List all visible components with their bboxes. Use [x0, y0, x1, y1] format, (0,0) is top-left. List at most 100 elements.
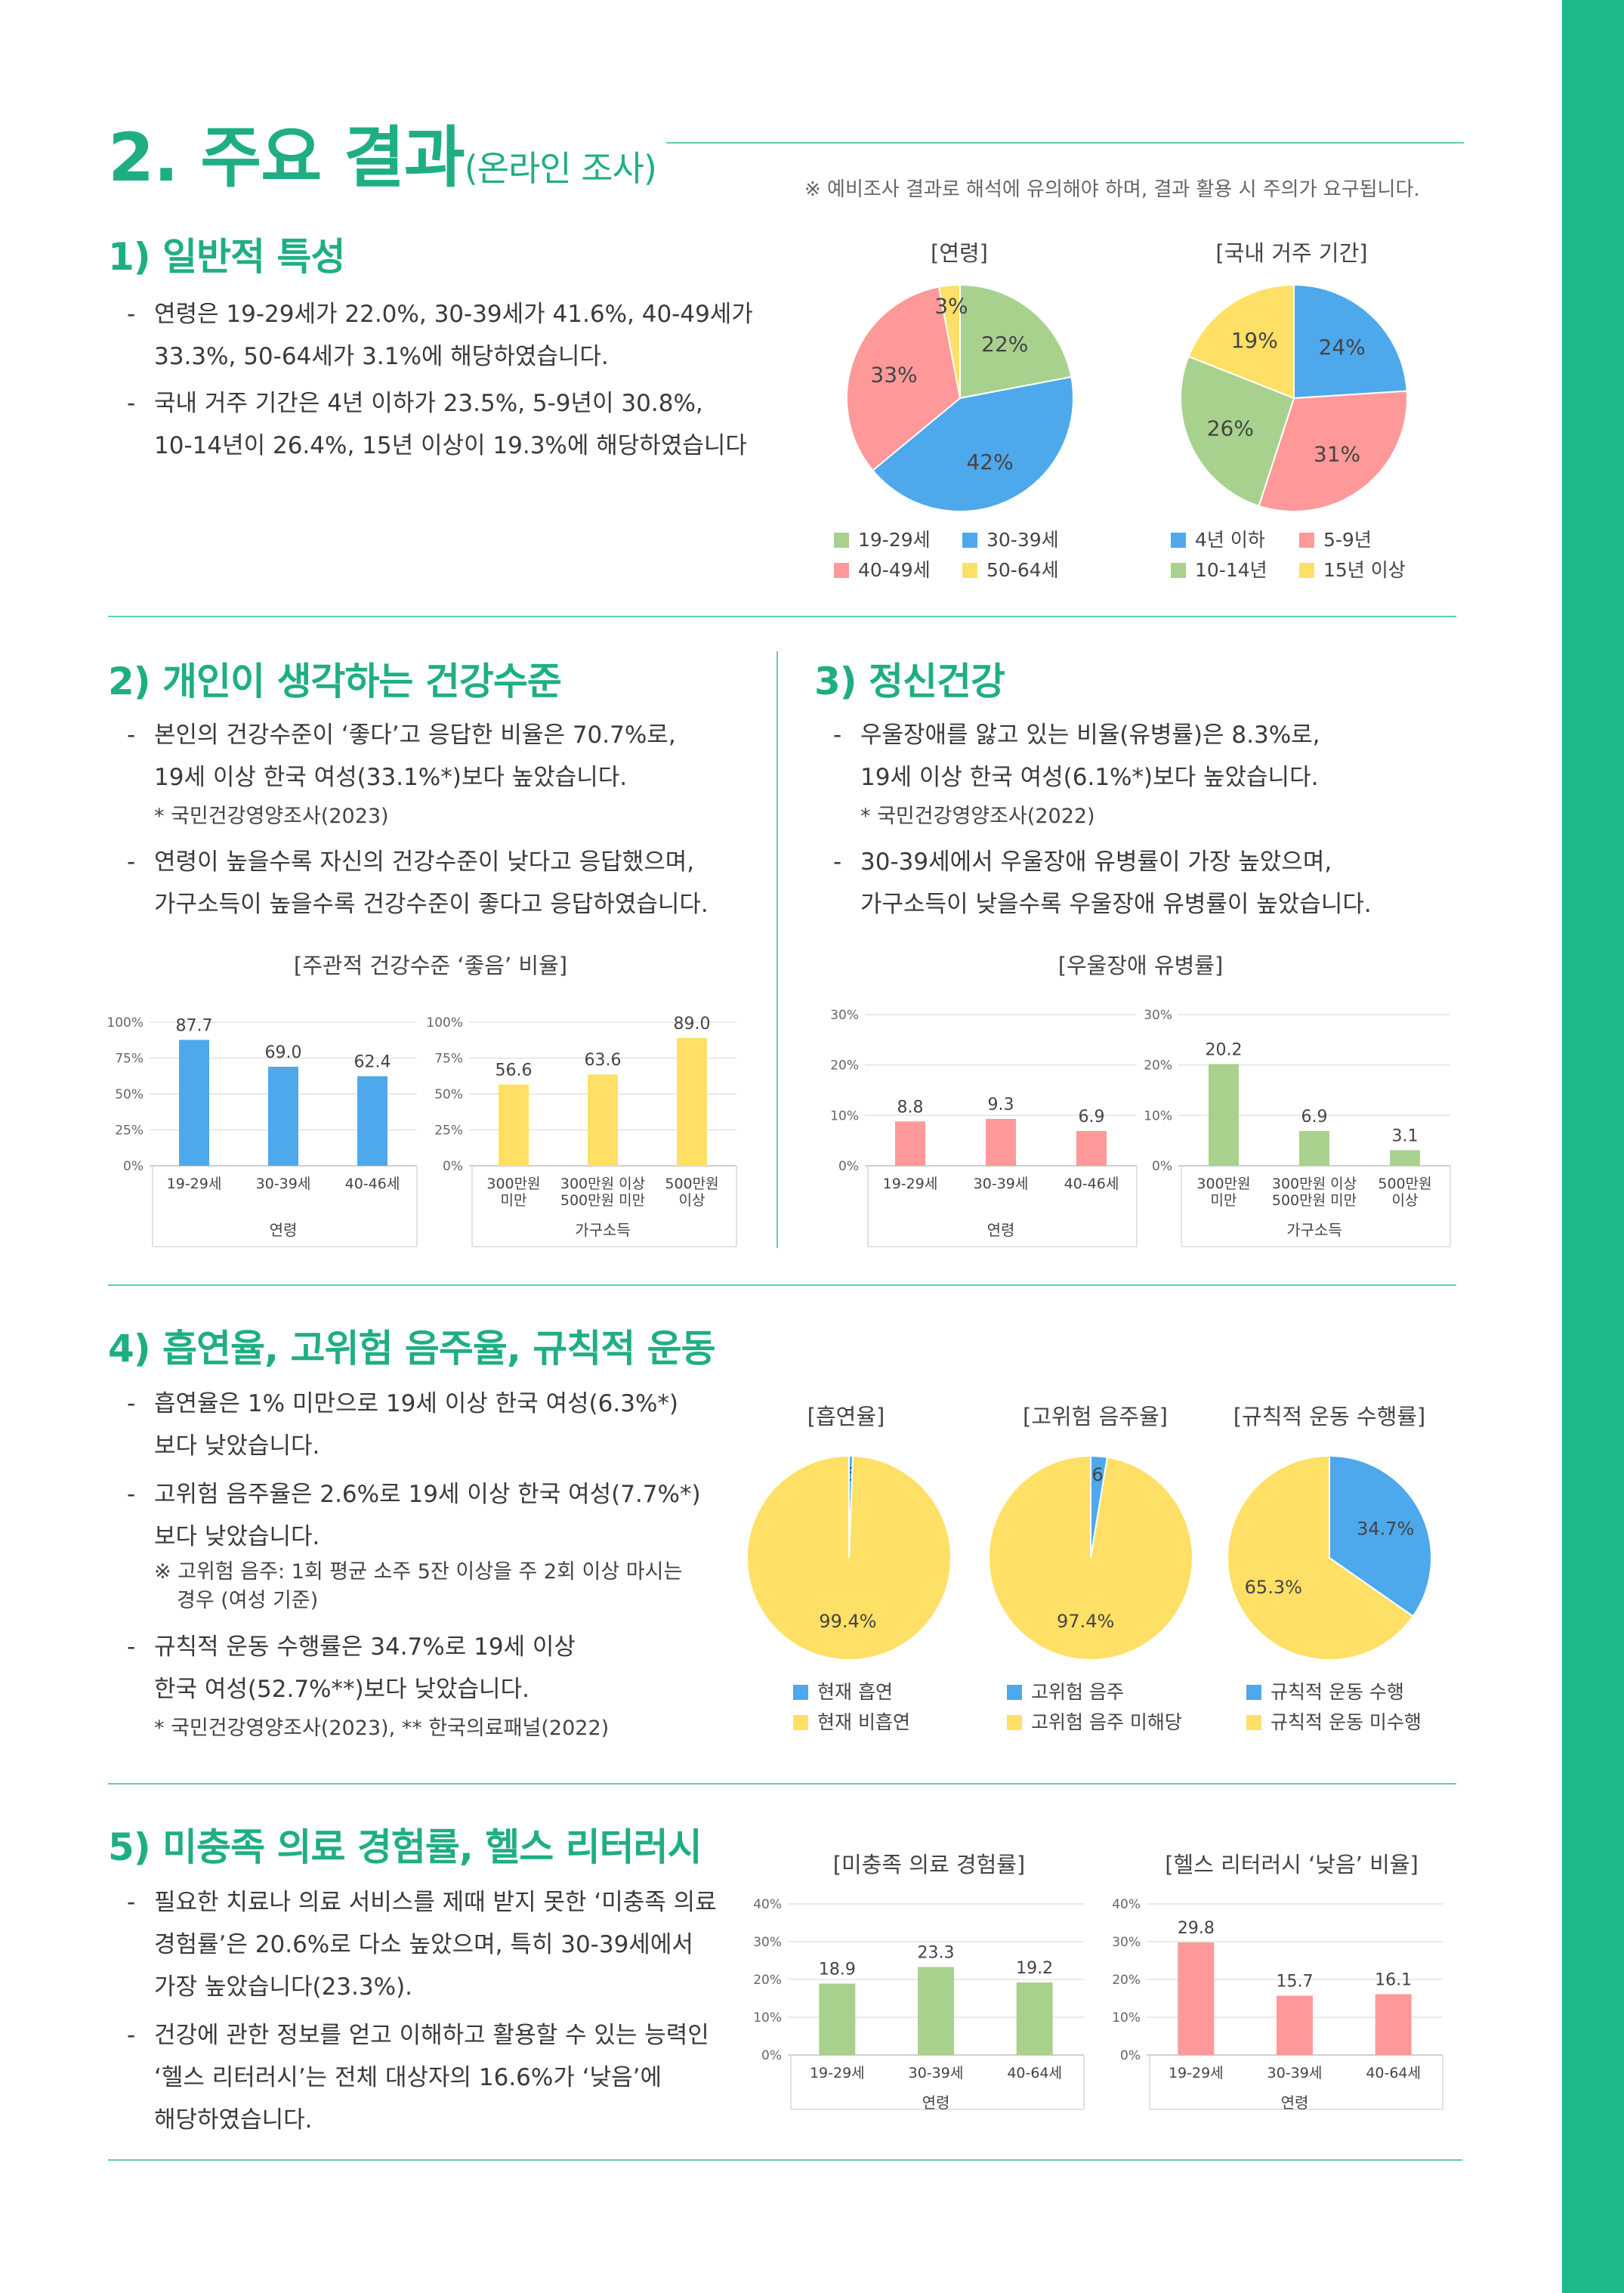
y-tick-label: 25% — [434, 1123, 463, 1139]
pie-slice-1 — [1329, 1454, 1432, 1618]
bar-value-label: 87.7 — [176, 1016, 213, 1035]
literacy-chart-title: [헬스 리터러시 ‘낮음’ 비율] — [1165, 1852, 1419, 1877]
bar-value-label: 18.9 — [819, 1961, 856, 1979]
section1-text: 연령은 19-29세가 22.0%, 30-39세가 41.6%, 40-49세… — [127, 293, 792, 467]
legend-item: 40-49세 — [834, 555, 931, 583]
bar-3 — [1390, 1150, 1420, 1166]
pie-slice-4 — [937, 283, 961, 399]
x-axis-label: 연령 — [922, 2094, 950, 2112]
health-literacy-bar-chart: 0% 10% 20% 30% 40% 29.8 19-29세 15.7 30-39세 16.1 40… — [1112, 1897, 1443, 2112]
section3-title: 3) 정신건강 — [814, 660, 1005, 703]
legend-swatch — [1171, 533, 1186, 548]
x-tick-label: 300만원 — [1196, 1176, 1250, 1192]
bullet-line: 10-14년이 26.4%, 15년 이상이 19.3%에 해당하였습니다 — [154, 432, 747, 459]
section5-bullet-1: 필요한 치료나 의료 서비스를 제때 받지 못한 ‘미충족 의료 경험률’은 2… — [127, 1881, 746, 2008]
bar-3 — [1016, 1982, 1053, 2055]
bar-1 — [179, 1040, 209, 1166]
bullet-line: 규칙적 운동 수행률은 34.7%로 19세 이상 — [154, 1633, 576, 1661]
bar-value-label: 62.4 — [354, 1052, 391, 1071]
page-title-main: 2. 주요 결과 — [108, 119, 465, 196]
section4-bullet-3: 규칙적 운동 수행률은 34.7%로 19세 이상 한국 여성(52.7%**)… — [127, 1626, 746, 1710]
age-pie-legend: 19-29세 30-39세 40-49세 50-64세 — [834, 525, 1091, 586]
bar-3 — [357, 1076, 387, 1166]
legend-item: 10-14년 — [1171, 555, 1267, 583]
bullet-line: ‘헬스 리터러시’는 전체 대상자의 16.6%가 ‘낮음’에 — [154, 2064, 662, 2091]
x-tick-label: 500만원 — [1378, 1176, 1431, 1192]
legend-label: 15년 이상 — [1323, 559, 1406, 581]
legend-item: 50-64세 — [962, 555, 1059, 583]
x-tick-label: 미만 — [501, 1192, 527, 1209]
bullet-line: 19세 이상 한국 여성(33.1%*)보다 높았습니다. — [154, 764, 628, 791]
bar-1 — [819, 1983, 856, 2055]
section5-title: 5) 미충족 의료 경험률, 헬스 리터러시 — [108, 1825, 702, 1869]
pie-slice-1 — [959, 283, 1073, 400]
pie-label-2: 31% — [1314, 441, 1360, 466]
legend-item: 5-9년 — [1299, 525, 1372, 552]
section3-bullet-1: 우울장애를 앓고 있는 비율(유병률)은 8.3%로, 19세 이상 한국 여성… — [833, 714, 1468, 799]
y-tick-label: 20% — [1144, 1058, 1172, 1074]
bullet-line: 19세 이상 한국 여성(6.1%*)보다 높았습니다. — [860, 764, 1319, 791]
pie-slice-3 — [1180, 355, 1295, 507]
legend-swatch — [1246, 1715, 1261, 1730]
pie-slice-2 — [746, 1454, 952, 1661]
legend-item: 고위험 음주 — [1007, 1677, 1124, 1704]
pie-label-4: 3% — [934, 293, 968, 318]
x-tick-label: 500만원 — [665, 1176, 718, 1192]
pie-label-2: 97.4% — [1057, 1611, 1114, 1632]
legend-label: 5-9년 — [1323, 529, 1372, 551]
bullet-line: 연령이 높을수록 자신의 건강수준이 낮다고 응답했으며, — [154, 848, 695, 876]
bullet-line: 고위험 음주율은 2.6%로 19세 이상 한국 여성(7.7%*) — [154, 1481, 701, 1508]
bar-value-label: 63.6 — [585, 1051, 622, 1070]
bullet-line: 보다 낮았습니다. — [154, 1432, 320, 1460]
y-tick-label: 75% — [434, 1052, 463, 1067]
pie-slice-3 — [846, 286, 962, 472]
pie-label-2: 65.3% — [1245, 1577, 1302, 1598]
bar-value-label: 29.8 — [1178, 1919, 1215, 1938]
x-tick-label: 300만원 이상 — [1272, 1176, 1357, 1192]
bar-value-label: 8.8 — [897, 1098, 924, 1117]
smoking-pie-title: [흡연율] — [807, 1404, 885, 1429]
pie-label-3: 26% — [1207, 416, 1254, 440]
x-tick-label: 40-64세 — [1007, 2065, 1062, 2081]
bullet-line: 해당하였습니다. — [154, 2106, 313, 2134]
section-divider — [108, 616, 1456, 617]
pie-slice-2 — [872, 375, 1074, 512]
residence-pie-chart: 24% 31% 26% 19% — [1180, 283, 1408, 512]
note-line: 경우 (여성 기준) — [177, 1589, 319, 1612]
bar-3 — [677, 1037, 707, 1166]
bar-value-label: 23.3 — [918, 1944, 955, 1963]
pie-label-1: 22% — [981, 332, 1028, 357]
pie-label-4: 19% — [1231, 328, 1278, 353]
bullet-line: 30-39세에서 우울장애 유병률이 가장 높았으며, — [860, 848, 1332, 876]
exercise-pie-chart: 34.7% 65.3% — [1227, 1454, 1432, 1661]
section4-title: 4) 흡연율, 고위험 음주율, 규칙적 운동 — [108, 1327, 716, 1371]
bar-value-label: 9.3 — [988, 1096, 1014, 1114]
y-tick-label: 30% — [753, 1935, 782, 1950]
y-tick-label: 20% — [830, 1058, 859, 1074]
y-tick-label: 75% — [115, 1052, 144, 1067]
bar-2 — [268, 1066, 298, 1166]
section5-text: 필요한 치료나 의료 서비스를 제때 받지 못한 ‘미충족 의료 경험률’은 2… — [127, 1881, 746, 2141]
y-tick-label: 30% — [1144, 1008, 1172, 1023]
drinking-pie-title: [고위험 음주율] — [1023, 1404, 1168, 1429]
side-accent-bar — [1562, 0, 1624, 2293]
y-tick-label: 100% — [107, 1015, 144, 1031]
bullet-line: 경험률’은 20.6%로 다소 높았으며, 특히 30-39세에서 — [154, 1931, 693, 1958]
depression-chart-title: [우울장애 유병률] — [1057, 953, 1224, 978]
bullet-line: 연령은 19-29세가 22.0%, 30-39세가 41.6%, 40-49세… — [154, 301, 753, 328]
legend-label: 규칙적 운동 수행 — [1270, 1681, 1404, 1703]
pie-label-1: 24% — [1319, 335, 1366, 360]
section3-text: 우울장애를 앓고 있는 비율(유병률)은 8.3%로, 19세 이상 한국 여성… — [833, 714, 1468, 926]
pie-slice-2 — [988, 1454, 1193, 1661]
title-rule — [666, 142, 1464, 144]
bar-1 — [499, 1084, 529, 1166]
y-tick-label: 25% — [115, 1123, 144, 1139]
x-tick-label: 19-29세 — [167, 1176, 222, 1192]
legend-swatch — [962, 563, 977, 578]
x-tick-label: 30-39세 — [974, 1176, 1029, 1192]
health-chart-title: [주관적 건강수준 ‘좋음’ 비율] — [293, 953, 568, 978]
pie-label-2: 99.4% — [819, 1611, 876, 1632]
legend-item: 고위험 음주 미해당 — [1007, 1707, 1182, 1735]
